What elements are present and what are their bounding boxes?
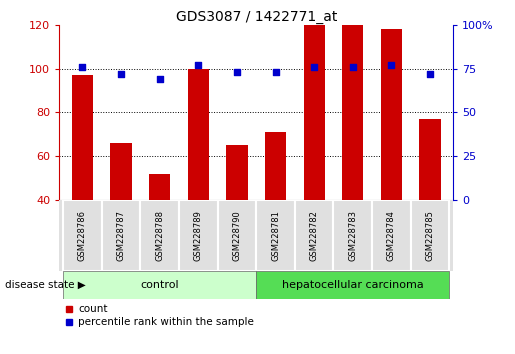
Bar: [179, 200, 217, 271]
Point: [271, 69, 280, 75]
Text: GSM228788: GSM228788: [155, 210, 164, 261]
Text: GSM228786: GSM228786: [78, 210, 87, 261]
Point: [156, 76, 164, 82]
Point: [78, 64, 87, 70]
Text: GSM228789: GSM228789: [194, 210, 203, 261]
Text: disease state ▶: disease state ▶: [5, 280, 86, 290]
Title: GDS3087 / 1422771_at: GDS3087 / 1422771_at: [176, 10, 337, 24]
Bar: [342, 25, 364, 200]
Point: [387, 62, 396, 68]
Bar: [140, 200, 179, 271]
Text: GSM228783: GSM228783: [348, 210, 357, 261]
Bar: [72, 75, 93, 200]
Bar: [372, 200, 410, 271]
Bar: [226, 145, 248, 200]
Bar: [265, 132, 286, 200]
Point: [233, 69, 241, 75]
Bar: [295, 200, 334, 271]
Text: hepatocellular carcinoma: hepatocellular carcinoma: [282, 280, 424, 290]
Text: GSM228782: GSM228782: [310, 210, 319, 261]
Bar: [110, 143, 132, 200]
Point: [310, 64, 318, 70]
Bar: [334, 200, 372, 271]
Bar: [63, 200, 102, 271]
Bar: [102, 200, 140, 271]
Bar: [419, 119, 441, 200]
Bar: [149, 174, 170, 200]
Text: control: control: [140, 280, 179, 290]
Text: GSM228787: GSM228787: [116, 210, 126, 261]
Bar: [217, 200, 256, 271]
Text: GSM228790: GSM228790: [232, 210, 242, 261]
Bar: [256, 271, 449, 299]
Text: GSM228784: GSM228784: [387, 210, 396, 261]
Bar: [303, 25, 325, 200]
Bar: [63, 271, 256, 299]
Text: GSM228785: GSM228785: [425, 210, 435, 261]
Point: [117, 71, 125, 77]
Bar: [410, 200, 449, 271]
Point: [426, 71, 434, 77]
Legend: count, percentile rank within the sample: count, percentile rank within the sample: [64, 304, 254, 327]
Point: [349, 64, 357, 70]
Bar: [256, 200, 295, 271]
Bar: [381, 29, 402, 200]
Text: GSM228781: GSM228781: [271, 210, 280, 261]
Bar: [187, 69, 209, 200]
Point: [194, 62, 202, 68]
